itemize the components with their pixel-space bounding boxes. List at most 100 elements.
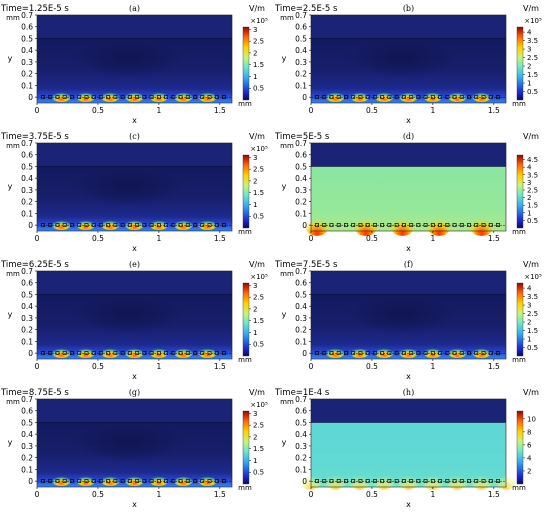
y-tick-label: 0.3: [295, 186, 307, 195]
x-tick-label: 0: [35, 490, 40, 499]
colorbar-tick-label: 3.5: [527, 171, 538, 179]
hot-spot: [173, 217, 194, 230]
chart-panel: Time=3.75E-5 s (c)00.10.20.30.40.50.60.7m…: [0, 132, 268, 253]
colorbar-tick-label: 0.5: [527, 344, 538, 352]
hot-spot: [425, 211, 452, 236]
hot-spot: [75, 89, 96, 102]
colorbar-unit: V/m: [523, 260, 539, 269]
electrode: [113, 479, 118, 483]
electrode: [315, 223, 319, 227]
hot-spot: [397, 469, 420, 490]
colorbar-tick-label: 0.5: [253, 469, 264, 477]
y-tick-label: 0.6: [21, 279, 33, 288]
colorbar-tick-label: 3: [253, 154, 257, 162]
electrode: [496, 223, 500, 227]
hot-spot: [124, 345, 145, 358]
hot-spot: [173, 89, 194, 102]
electrode: [474, 223, 479, 227]
y-tick-label: 0.4: [21, 430, 33, 439]
electrode: [358, 479, 363, 483]
y-tick-label: 0.2: [295, 70, 307, 79]
hot-spot: [100, 89, 121, 102]
hot-spot: [398, 89, 419, 102]
x-tick-label: 0.5: [92, 106, 104, 115]
electrode: [193, 351, 197, 355]
electrode: [142, 479, 147, 483]
x-axis-label: x: [132, 244, 137, 253]
y-tick-label: 0.4: [21, 302, 33, 311]
y-tick-label: 0.4: [295, 430, 307, 439]
y-tick-label: 0.7: [295, 395, 307, 404]
y-tick-label: 0.5: [295, 34, 307, 43]
x-axis-label: x: [132, 116, 137, 125]
y-axis-label: y: [8, 182, 13, 191]
colorbar-tick-label: 4.5: [527, 156, 538, 164]
chart-panel: Time=1E-4 s (h)00.10.20.30.40.50.60.7mmy0…: [274, 388, 539, 509]
y-tick-label: 0.2: [295, 198, 307, 207]
hot-spot: [304, 211, 331, 236]
chart-panel: Time=6.25E-5 s (e)00.10.20.30.40.50.60.7m…: [0, 260, 268, 381]
electrode: [98, 351, 103, 355]
electrode: [185, 479, 190, 483]
electrode: [149, 95, 154, 99]
x-unit-label: mm: [512, 356, 526, 364]
y-tick-label: 0: [28, 221, 33, 230]
y-tick-label: 0: [302, 221, 307, 230]
colorbar-tick-label: 1.5: [527, 327, 538, 335]
y-tick-label: 0: [302, 93, 307, 102]
electrode: [91, 223, 96, 227]
x-tick-label: 0.5: [366, 234, 378, 243]
electrode: [322, 351, 327, 355]
y-tick-label: 0.6: [295, 151, 307, 160]
y-tick-label: 0.7: [21, 11, 33, 20]
electrode: [344, 351, 348, 355]
colorbar: [242, 282, 250, 357]
electrode: [423, 351, 428, 355]
hot-spot: [75, 473, 96, 486]
electrode: [351, 223, 356, 227]
colorbar-tick-label: 2: [527, 467, 531, 475]
hot-spot: [75, 345, 96, 358]
x-tick-label: 1: [430, 234, 435, 243]
electrode: [387, 95, 392, 99]
electrode: [55, 479, 60, 483]
x-unit-label: mm: [238, 100, 252, 108]
electrode: [467, 95, 471, 99]
electrode: [481, 223, 486, 227]
colorbar-multiplier: ×10⁵: [524, 17, 542, 25]
electrode: [372, 479, 377, 483]
electrode: [438, 479, 443, 483]
hot-spot: [148, 473, 169, 486]
y-tick-label: 0: [28, 93, 33, 102]
chart-panel: Time=1.25E-5 s (a)00.10.20.30.40.50.60.7m…: [0, 4, 268, 125]
electrode: [467, 479, 471, 483]
colorbar: [516, 410, 524, 485]
colorbar-unit: V/m: [523, 132, 539, 141]
x-tick-label: 1.5: [214, 234, 226, 243]
electrode: [171, 223, 176, 227]
electrode: [149, 479, 154, 483]
electrode: [358, 351, 363, 355]
colorbar-tick-label: 1.5: [527, 202, 538, 210]
colorbar-tick-label: 2: [527, 194, 531, 202]
x-tick-label: 1: [156, 362, 161, 371]
electrode: [423, 95, 428, 99]
electrode: [77, 223, 82, 227]
electrode: [135, 351, 140, 355]
plot-frame: [310, 142, 507, 232]
hot-spot: [124, 473, 145, 486]
y-tick-label: 0.3: [21, 186, 33, 195]
plot-frame: [36, 14, 233, 104]
electrode: [77, 479, 82, 483]
electrode: [380, 351, 385, 355]
hot-spot: [100, 473, 121, 486]
colorbar-tick-label: 2: [253, 305, 257, 313]
y-tick-label: 0.1: [21, 337, 33, 346]
electrode: [336, 479, 341, 483]
hot-spot: [348, 469, 371, 490]
colorbar-tick-label: 1: [527, 336, 531, 344]
y-tick-label: 0.3: [295, 442, 307, 451]
panel-title: Time=3.75E-5 s: [0, 132, 69, 142]
colorbar-tick-label: 1.5: [527, 71, 538, 79]
electrode: [193, 95, 197, 99]
